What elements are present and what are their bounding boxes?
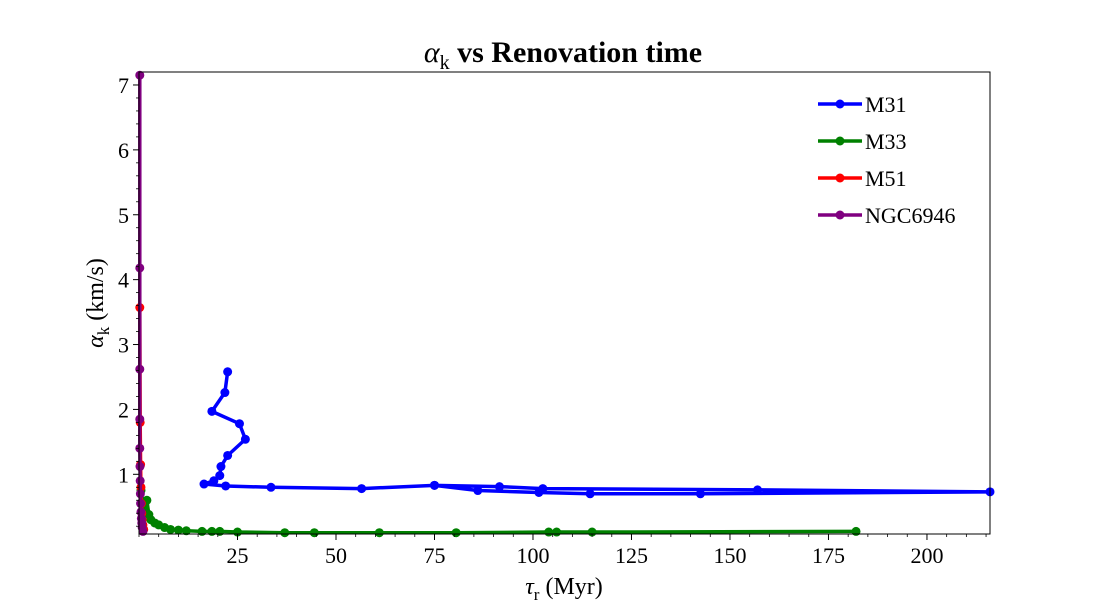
data-point-m31: [223, 367, 233, 377]
data-point-m33: [552, 527, 562, 537]
legend-label: M51: [865, 166, 907, 191]
y-axis: 1 2 3 4 5 6 7: [118, 73, 139, 527]
data-point-m33: [173, 525, 183, 535]
data-point-m31: [207, 406, 217, 416]
data-point-m31: [234, 419, 244, 429]
series-ngc6946: [135, 70, 148, 536]
data-point-m31: [695, 489, 705, 499]
y-tick-label: 4: [118, 268, 129, 293]
data-point-ngc6946: [138, 526, 148, 536]
legend-marker: [835, 99, 845, 109]
x-tick-label: 125: [615, 543, 648, 568]
data-point-m33: [851, 526, 861, 536]
y-tick-label: 2: [118, 397, 129, 422]
data-point-m31: [199, 479, 209, 489]
x-tick-label: 175: [812, 543, 845, 568]
data-point-ngc6946: [135, 70, 145, 80]
data-point-m31: [266, 482, 276, 492]
legend-label: NGC6946: [865, 203, 955, 228]
y-tick-label: 5: [118, 203, 129, 228]
data-point-m31: [753, 485, 763, 495]
y-tick-label: 6: [118, 138, 129, 163]
data-point-m31: [216, 462, 226, 472]
data-point-m31: [240, 434, 250, 444]
series-line-m31: [202, 371, 992, 496]
data-point-m33: [215, 526, 225, 536]
data-point-m31: [221, 481, 231, 491]
legend-marker: [835, 136, 845, 146]
y-tick-label: 3: [118, 333, 129, 358]
x-tick-label: 25: [226, 543, 248, 568]
x-tick-label: 100: [516, 543, 549, 568]
data-point-m31: [357, 484, 367, 494]
data-point-m33: [451, 528, 461, 538]
data-point-m33: [166, 524, 176, 534]
x-tick-label: 150: [713, 543, 746, 568]
data-point-m31: [494, 482, 504, 492]
data-point-m31: [585, 489, 595, 499]
data-point-m31: [209, 476, 219, 486]
y-axis-label: αk (km/s): [83, 258, 113, 348]
data-point-m33: [207, 526, 217, 536]
legend-item-m31: M31: [818, 92, 907, 117]
data-point-m33: [280, 528, 290, 538]
data-point-m31: [223, 450, 233, 460]
data-point-ngc6946: [135, 476, 145, 486]
data-point-m31: [429, 480, 439, 490]
data-point-m31: [220, 388, 230, 398]
legend-item-m51: M51: [818, 166, 907, 191]
data-point-m31: [534, 487, 544, 497]
legend-label: M31: [865, 92, 907, 117]
x-axis-label: τr (Myr): [525, 574, 603, 600]
x-tick-label: 75: [423, 543, 445, 568]
data-point-m33: [309, 528, 319, 538]
legend-marker: [835, 173, 845, 183]
data-point-ngc6946: [135, 489, 145, 499]
x-axis: 25 50 75 100 125 150 175 200: [138, 534, 987, 568]
legend-label: M33: [865, 129, 907, 154]
legend-item-ngc6946: NGC6946: [818, 203, 955, 228]
data-point-ngc6946: [135, 414, 145, 424]
data-point-m33: [544, 527, 554, 537]
legend: M31 M33 M51 NGC6946: [818, 92, 955, 228]
legend-item-m33: M33: [818, 129, 907, 154]
data-point-m31: [473, 486, 483, 496]
data-point-ngc6946: [136, 499, 146, 509]
data-point-m33: [374, 528, 384, 538]
data-point-m33: [197, 526, 207, 536]
data-point-ngc6946: [135, 364, 145, 374]
x-tick-label: 200: [910, 543, 943, 568]
x-tick-label: 50: [325, 543, 347, 568]
y-tick-label: 7: [118, 73, 129, 98]
y-tick-label: 1: [118, 462, 129, 487]
data-point-m31: [215, 471, 225, 481]
legend-marker: [835, 210, 845, 220]
axes-frame: [138, 71, 991, 535]
series-line-m33: [139, 490, 857, 535]
data-point-m33: [181, 526, 191, 536]
plot-area: [135, 70, 995, 538]
data-point-ngc6946: [135, 443, 145, 453]
chart-title: αk vs Renovation time: [424, 36, 702, 74]
data-point-ngc6946: [135, 462, 145, 472]
data-point-ngc6946: [135, 263, 145, 273]
series-m31: [199, 367, 995, 499]
